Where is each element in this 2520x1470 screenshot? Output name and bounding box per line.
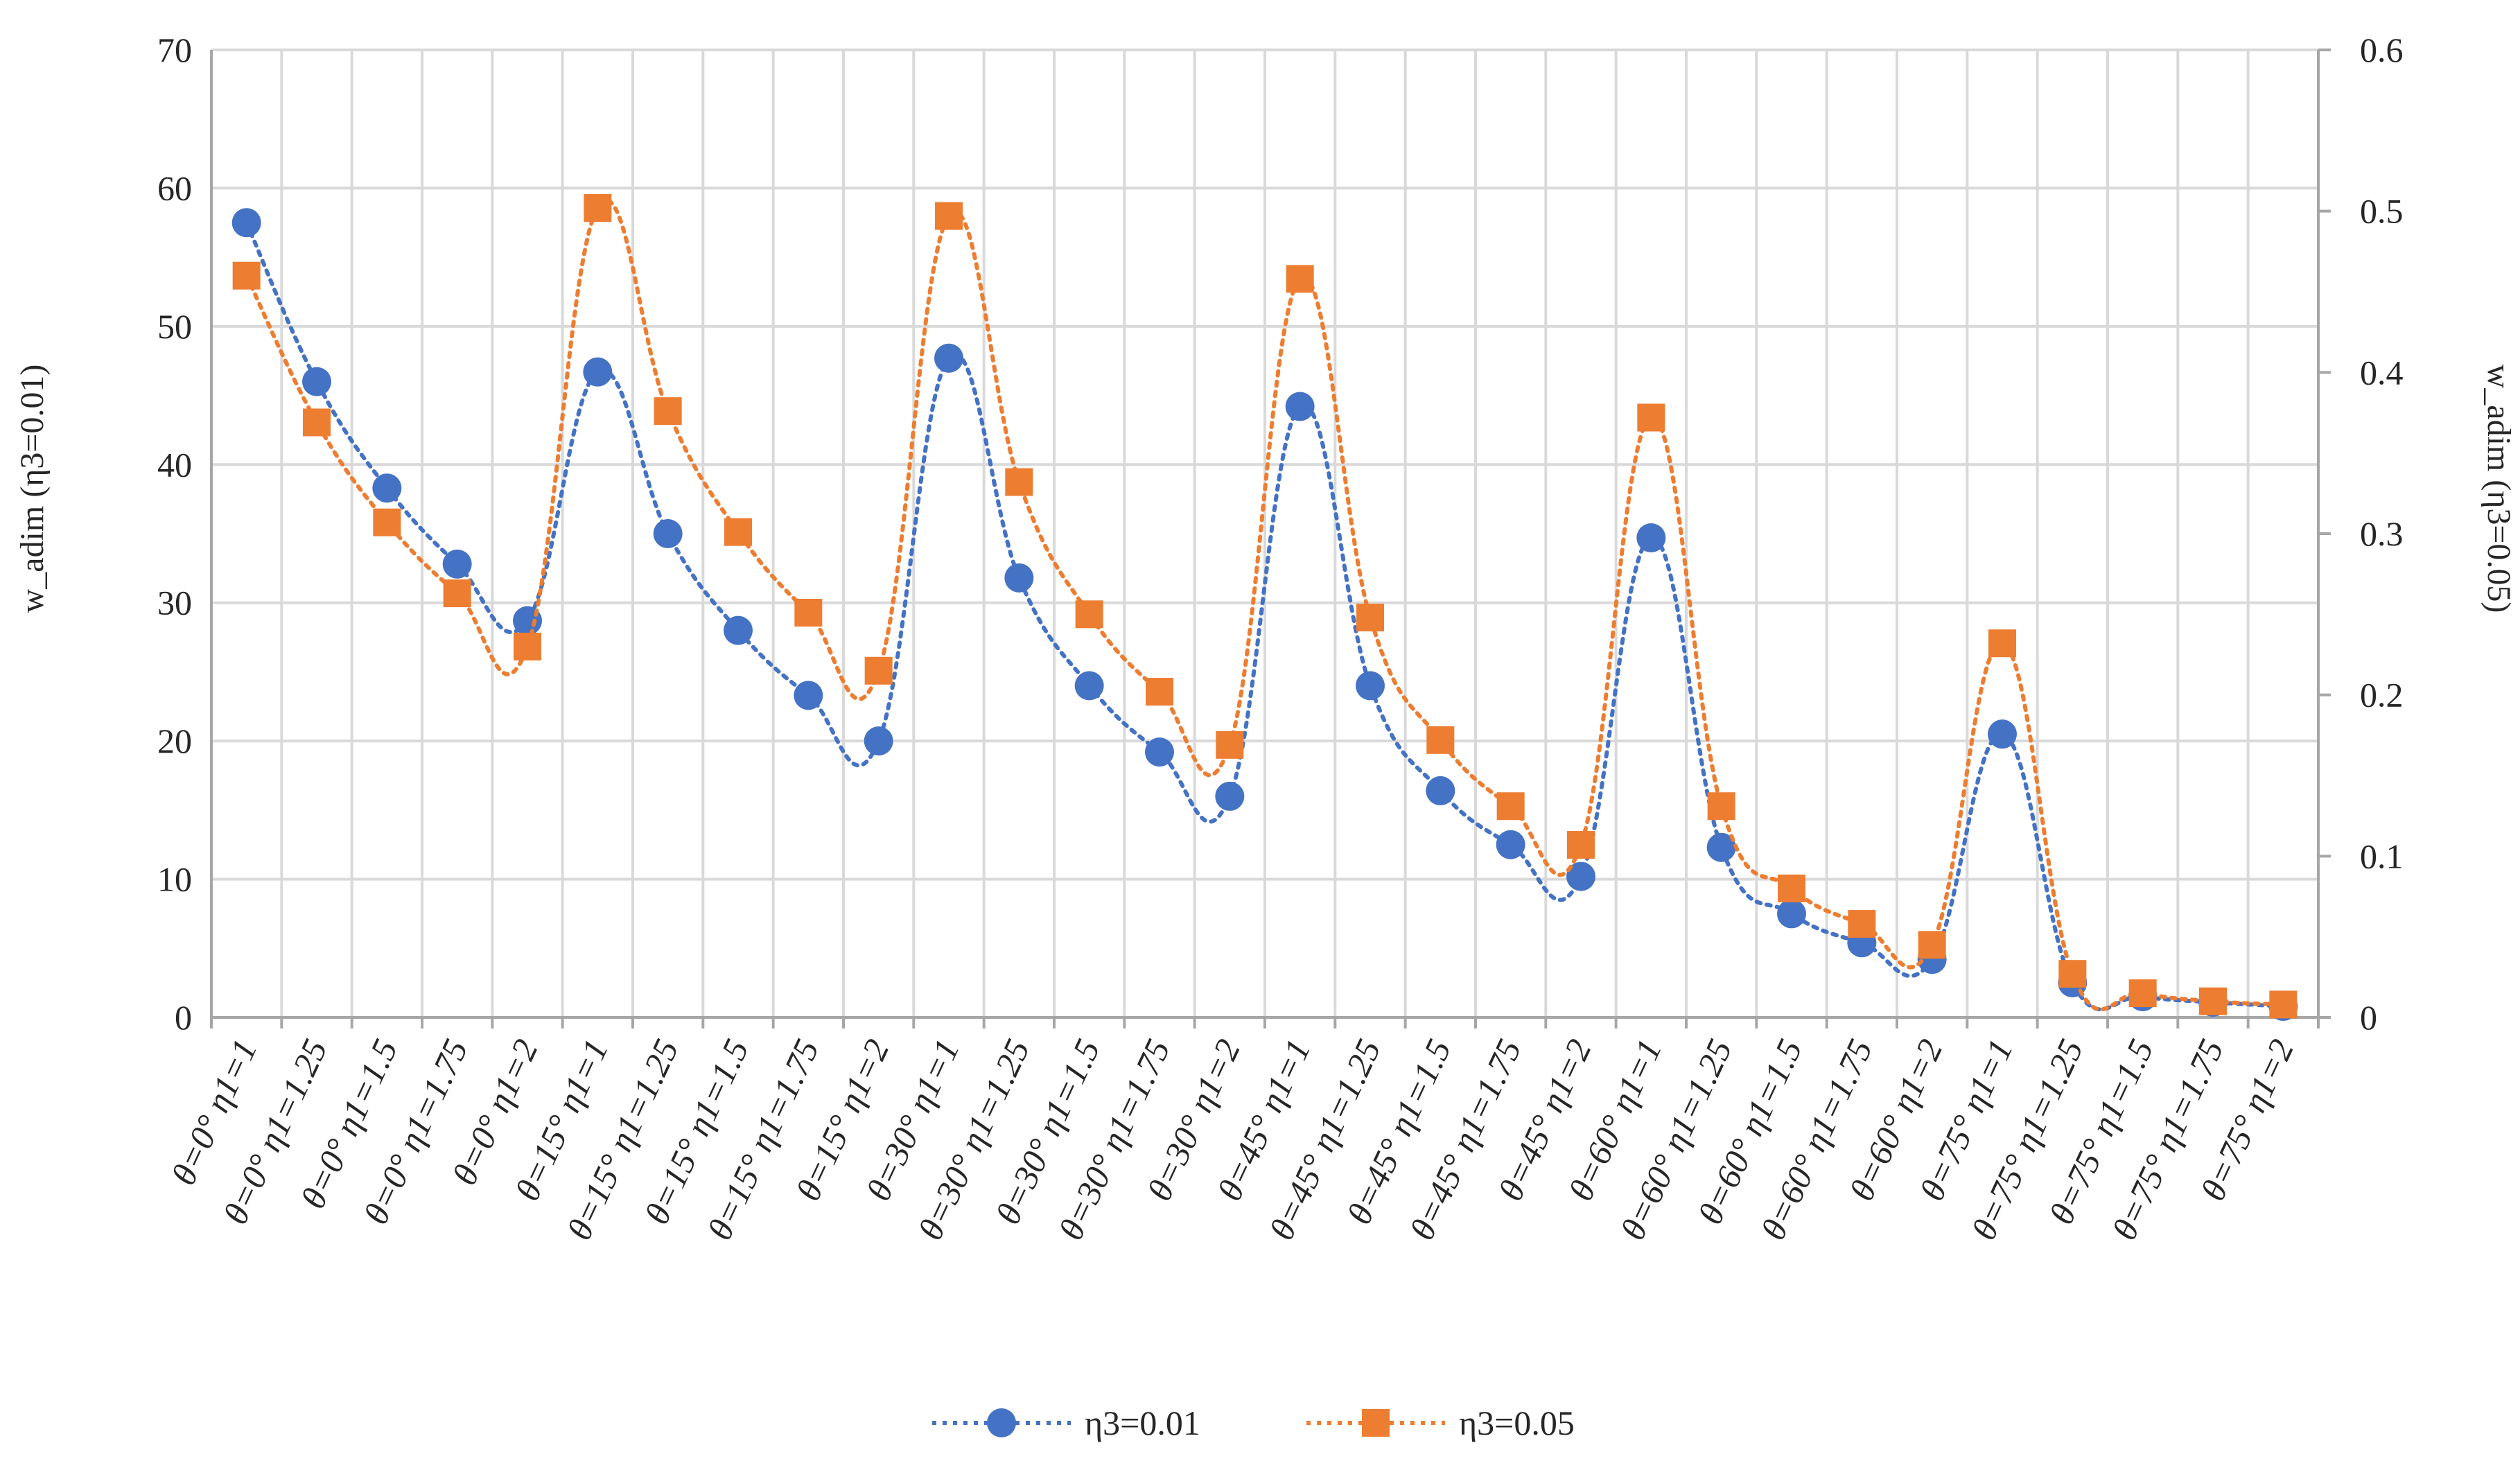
data-point-square [1075,600,1103,629]
gridlines [211,49,2320,1017]
series-line-2 [244,198,2286,1012]
data-point-square [1286,265,1314,293]
data-point-circle [864,726,893,756]
data-point-circle [1988,719,2017,749]
right-axis-title: w_adim (η3=0.05) [2480,365,2517,613]
right-tick-label: 0.3 [2360,514,2404,553]
axes [210,49,2331,1029]
data-point-square [654,397,682,426]
data-point-circle [1145,737,1174,767]
data-point-circle [583,357,613,387]
legend: η3=0.01 η3=0.05 [932,1403,1575,1442]
data-point-circle [302,367,331,396]
data-point-square [1216,730,1244,759]
left-tick-label: 0 [175,998,192,1037]
data-point-circle [1706,832,1736,862]
data-point-square [1707,792,1735,821]
data-point-square [1496,792,1525,821]
data-point-square [864,656,893,685]
data-point-square [794,599,823,627]
right-tick-label: 0.2 [2360,676,2404,715]
data-point-square [1848,910,1876,938]
data-point-circle [372,473,402,503]
right-tick-label: 0.1 [2360,837,2404,875]
data-point-circle [1285,392,1315,421]
left-tick-label: 10 [157,860,192,899]
data-point-square [584,194,612,222]
right-tick-label: 0.5 [2360,192,2404,231]
data-point-square [514,632,541,660]
left-tick-label: 40 [157,445,192,484]
data-point-square [1356,603,1384,631]
data-point-square [2128,979,2157,1008]
left-tick-label: 30 [157,584,192,622]
data-point-circle [934,343,963,373]
data-point-circle [1074,671,1104,701]
left-tick-label: 50 [157,307,192,346]
legend-label-series-1: η3=0.01 [1085,1403,1200,1442]
legend-marker-circle [987,1408,1016,1437]
legend-item-series-1: η3=0.01 [932,1403,1200,1442]
data-point-circle [1215,781,1245,811]
left-tick-label: 70 [157,30,192,69]
data-point-circle [794,681,823,710]
data-point-circle [724,615,753,645]
data-point-square [1637,403,1665,432]
data-point-square [1146,678,1173,706]
data-point-square [1567,831,1595,859]
data-point-square [1918,931,1946,959]
data-point-square [935,202,963,230]
data-point-circle [442,549,472,579]
series-layer [231,194,2298,1022]
data-point-circle [653,519,683,548]
right-tick-label: 0 [2360,998,2377,1037]
data-point-square [1778,874,1805,902]
data-point-square [2058,960,2087,988]
data-point-square [724,518,752,546]
data-point-square [2269,990,2298,1019]
left-tick-label: 60 [157,168,192,207]
data-point-square [1426,726,1455,754]
legend-marker-square [1362,1409,1390,1437]
data-point-square [443,579,471,608]
category-labels: θ=0° η1=1θ=0° η1=1.25θ=0° η1=1.5θ=0° η1=… [164,1033,2301,1245]
data-point-circle [231,208,261,238]
data-point-circle [1777,899,1806,929]
legend-label-series-2: η3=0.05 [1459,1403,1575,1442]
series-2 [232,194,2298,1019]
data-point-square [1988,629,2016,658]
legend-item-series-2: η3=0.05 [1306,1403,1575,1442]
right-tick-label: 0.4 [2360,353,2404,392]
left-tick-label: 20 [157,721,192,760]
data-point-circle [1566,861,1595,891]
data-point-circle [1426,776,1455,805]
data-point-circle [1004,563,1034,593]
data-point-circle [1356,671,1385,701]
left-axis-title: w_adim (η3=0.01) [14,365,51,613]
data-point-circle [1496,830,1525,859]
data-point-circle [1636,523,1666,552]
data-point-square [303,408,331,437]
left-axis-ticks: 0 10 20 30 40 50 60 70 [157,30,192,1037]
data-point-square [373,508,401,536]
data-point-square [2199,987,2227,1015]
right-tick-label: 0.6 [2360,30,2404,69]
right-axis-ticks: 0 0.1 0.2 0.3 0.4 0.5 0.6 [2360,30,2404,1037]
data-point-square [232,261,261,290]
data-point-square [1005,468,1033,496]
